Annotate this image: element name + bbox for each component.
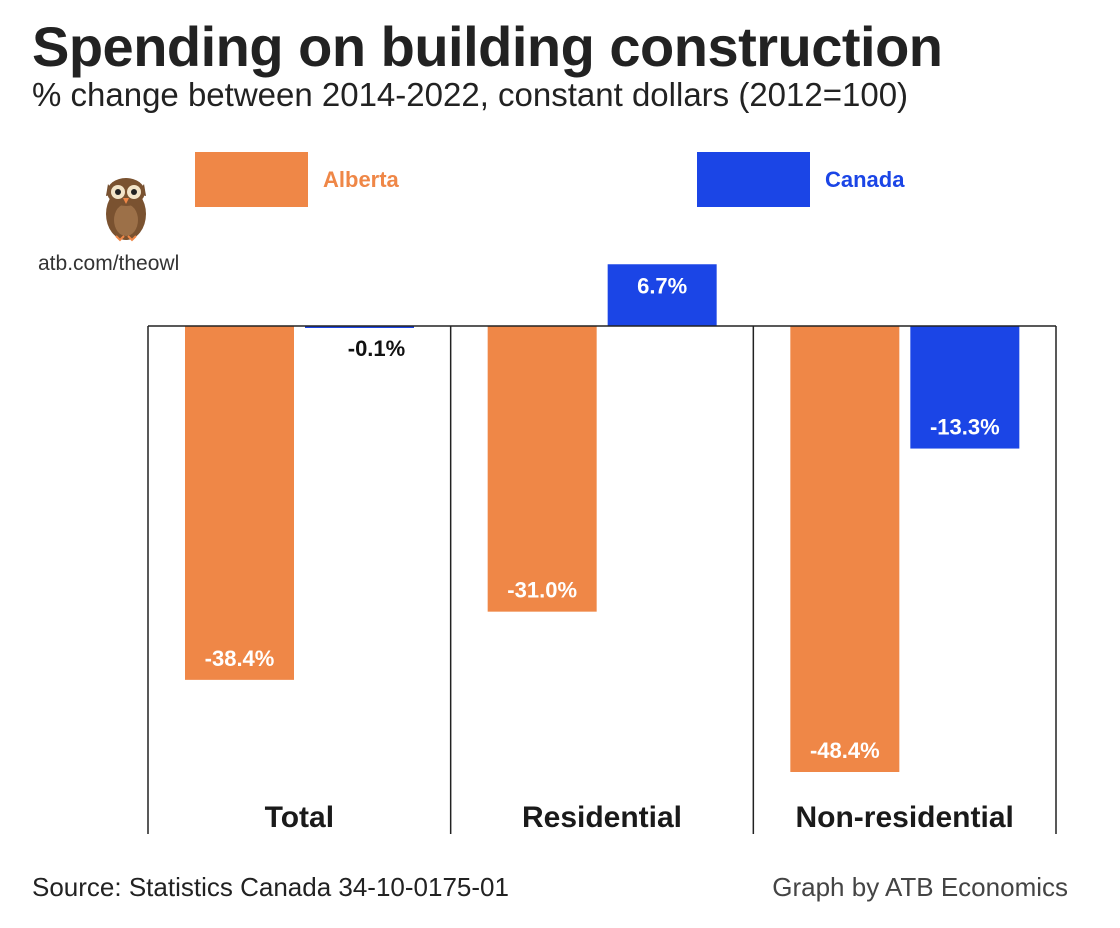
legend-swatch-canada — [697, 152, 810, 207]
data-label-alberta-residential: -31.0% — [507, 578, 577, 603]
owl-link[interactable]: atb.com/theowl — [38, 252, 180, 275]
chart-subtitle: % change between 2014-2022, constant dol… — [32, 76, 909, 113]
data-label-canada-non-residential: -13.3% — [930, 415, 1000, 440]
category-label-total: Total — [265, 801, 334, 834]
data-label-canada-total: -0.1% — [348, 336, 405, 361]
bar-canada-total — [305, 326, 414, 328]
category-label-residential: Residential — [522, 801, 682, 834]
bar-alberta-non-residential — [790, 326, 900, 772]
owl-icon — [106, 178, 146, 242]
legend-swatch-alberta — [195, 152, 308, 207]
bar-canada-residential — [607, 264, 717, 326]
bar-canada-non-residential — [910, 326, 1020, 449]
chart-title: Spending on building construction — [32, 15, 943, 78]
bar-chart: -38.4% -31.0% -48.4% -0.1% 6.7% -13.3% Total Re… — [147, 264, 1057, 834]
bar-alberta-total — [185, 326, 294, 680]
data-label-alberta-total: -38.4% — [205, 646, 275, 671]
category-label-non-residential: Non-residential — [795, 801, 1013, 834]
legend-label-alberta: Alberta — [323, 167, 399, 192]
source-note: Source: Statistics Canada 34-10-0175-01 — [32, 872, 509, 902]
legend-label-canada: Canada — [825, 167, 905, 192]
data-label-canada-residential: 6.7% — [637, 273, 687, 298]
data-label-alberta-non-residential: -48.4% — [810, 738, 880, 763]
credit-note: Graph by ATB Economics — [772, 872, 1068, 902]
bar-alberta-residential — [487, 326, 597, 612]
